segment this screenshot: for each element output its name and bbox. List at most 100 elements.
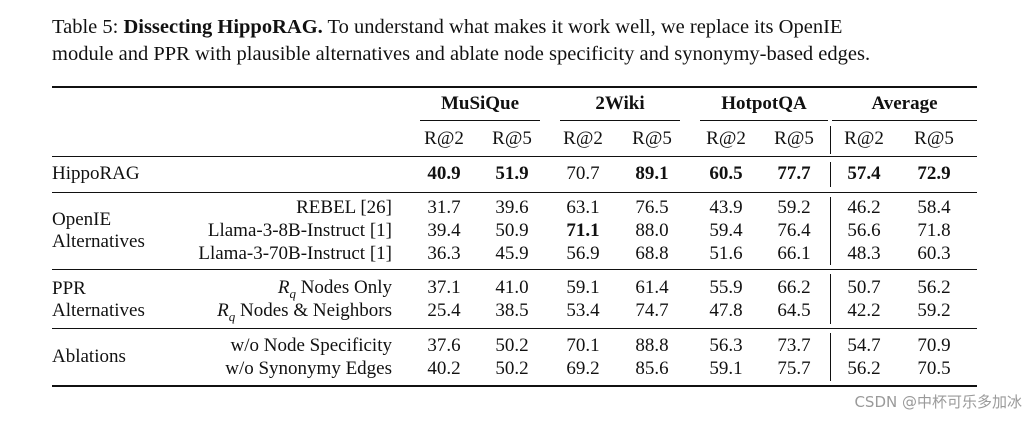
- table-cell: 40.2: [427, 358, 461, 379]
- group-label-ppr: PPR: [52, 278, 86, 299]
- table-cell: 55.9: [709, 277, 743, 298]
- method-llama-70b: Llama-3-70B-Instruct [1]: [198, 243, 392, 264]
- table-cell: 41.0: [495, 277, 529, 298]
- table-cell: 50.9: [495, 220, 529, 241]
- table-cell: 37.1: [427, 277, 461, 298]
- group-label-openie-line2: Alternatives: [52, 231, 145, 252]
- method-rebel: REBEL [26]: [296, 197, 392, 218]
- table-cell: 40.9: [427, 163, 461, 184]
- table-cell: 70.9: [917, 335, 951, 356]
- table-cell: 76.5: [635, 197, 669, 218]
- table-cell: 45.9: [495, 243, 529, 264]
- vsep-header: [830, 126, 831, 154]
- header-rule: [52, 156, 977, 157]
- metric-header: R@5: [774, 128, 814, 149]
- group-label-openie: OpenIE: [52, 209, 112, 230]
- group-label-ablations: Ablations: [52, 346, 126, 367]
- watermark: CSDN @中杯可乐多加冰: [854, 393, 1022, 411]
- table-cell: 70.5: [917, 358, 951, 379]
- openie-rule: [52, 269, 977, 270]
- table-cell: 56.3: [709, 335, 743, 356]
- table-cell: 75.7: [777, 358, 811, 379]
- table-cell: 64.5: [777, 300, 811, 321]
- table-cell: 54.7: [847, 335, 881, 356]
- table-cell: 53.4: [566, 300, 600, 321]
- group-label-ppr-line2: Alternatives: [52, 300, 145, 321]
- table-cell: 59.4: [709, 220, 743, 241]
- metric-header: R@2: [706, 128, 746, 149]
- table-cell: 66.1: [777, 243, 811, 264]
- table-cell: 71.1: [566, 220, 600, 241]
- caption-line1: To understand what makes it work well, w…: [322, 16, 843, 38]
- method-no-synonymy-edges: w/o Synonymy Edges: [225, 358, 392, 379]
- table-cell: 51.6: [709, 243, 743, 264]
- table-cell: 77.7: [777, 163, 811, 184]
- table-cell: 39.6: [495, 197, 529, 218]
- metric-header: R@2: [563, 128, 603, 149]
- table-cell: 48.3: [847, 243, 881, 264]
- table-cell: 50.7: [847, 277, 881, 298]
- table-cell: 39.4: [427, 220, 461, 241]
- table-cell: 59.2: [777, 197, 811, 218]
- table-cell: 66.2: [777, 277, 811, 298]
- caption-line2: module and PPR with plausible alternativ…: [52, 43, 871, 65]
- metric-header: R@5: [914, 128, 954, 149]
- table-cell: 59.2: [917, 300, 951, 321]
- table-cell: 71.8: [917, 220, 951, 241]
- table-cell: 76.4: [777, 220, 811, 241]
- table-cell: 36.3: [427, 243, 461, 264]
- bottom-rule: [52, 385, 977, 387]
- table-cell: 50.2: [495, 358, 529, 379]
- method-subscript: q: [289, 285, 296, 301]
- table-cell: 68.8: [635, 243, 669, 264]
- table-cell: 51.9: [495, 163, 529, 184]
- table-cell: 59.1: [566, 277, 600, 298]
- method-symbol: R: [277, 277, 290, 298]
- table-cell: 61.4: [635, 277, 669, 298]
- method-symbol: R: [217, 300, 229, 321]
- header-average: Average: [871, 93, 938, 114]
- ppr-rule: [52, 328, 977, 329]
- method-text: Nodes Only: [295, 277, 392, 298]
- table-cell: 42.2: [847, 300, 881, 321]
- table-cell: 47.8: [709, 300, 743, 321]
- table-cell: 56.2: [847, 358, 881, 379]
- method-no-node-specificity: w/o Node Specificity: [230, 335, 392, 356]
- metric-header: R@2: [424, 128, 464, 149]
- vsep-hipporag: [830, 162, 831, 187]
- vsep-ablations: [830, 333, 831, 381]
- method-text: Nodes & Neighbors: [235, 300, 392, 321]
- table-cell: 88.8: [635, 335, 669, 356]
- table-cell: 70.7: [566, 163, 600, 184]
- table-cell: 88.0: [635, 220, 669, 241]
- cmidrule-2wiki: [560, 120, 680, 121]
- vsep-openie: [830, 197, 831, 265]
- table-cell: 25.4: [427, 300, 461, 321]
- header-hotpotqa: HotpotQA: [721, 93, 807, 114]
- table-cell: 63.1: [566, 197, 600, 218]
- table-caption: Table 5: Dissecting HippoRAG. To underst…: [52, 14, 982, 68]
- caption-title: Dissecting HippoRAG.: [123, 16, 323, 38]
- method-rq-nodes-only: Rq Nodes Only: [162, 277, 392, 305]
- method-rq-nodes-neighbors: Rq Nodes & Neighbors: [162, 300, 392, 328]
- header-2wiki: 2Wiki: [595, 93, 645, 114]
- table-cell: 89.1: [635, 163, 669, 184]
- table-cell: 69.2: [566, 358, 600, 379]
- caption-prefix: Table 5:: [52, 16, 124, 38]
- table-cell: 56.9: [566, 243, 600, 264]
- header-musique: MuSiQue: [440, 93, 520, 114]
- table-cell: 57.4: [847, 163, 881, 184]
- table-cell: 31.7: [427, 197, 461, 218]
- table-cell: 72.9: [917, 163, 951, 184]
- metric-header: R@5: [632, 128, 672, 149]
- top-rule: [52, 86, 977, 88]
- method-subscript: q: [228, 308, 236, 324]
- table-cell: 74.7: [635, 300, 669, 321]
- table-cell: 73.7: [777, 335, 811, 356]
- cmidrule-average: [832, 120, 977, 121]
- table-cell: 59.1: [709, 358, 743, 379]
- cmidrule-musique: [420, 120, 540, 121]
- table-cell: 43.9: [709, 197, 743, 218]
- table-cell: 70.1: [566, 335, 600, 356]
- hipporag-rule: [52, 192, 977, 193]
